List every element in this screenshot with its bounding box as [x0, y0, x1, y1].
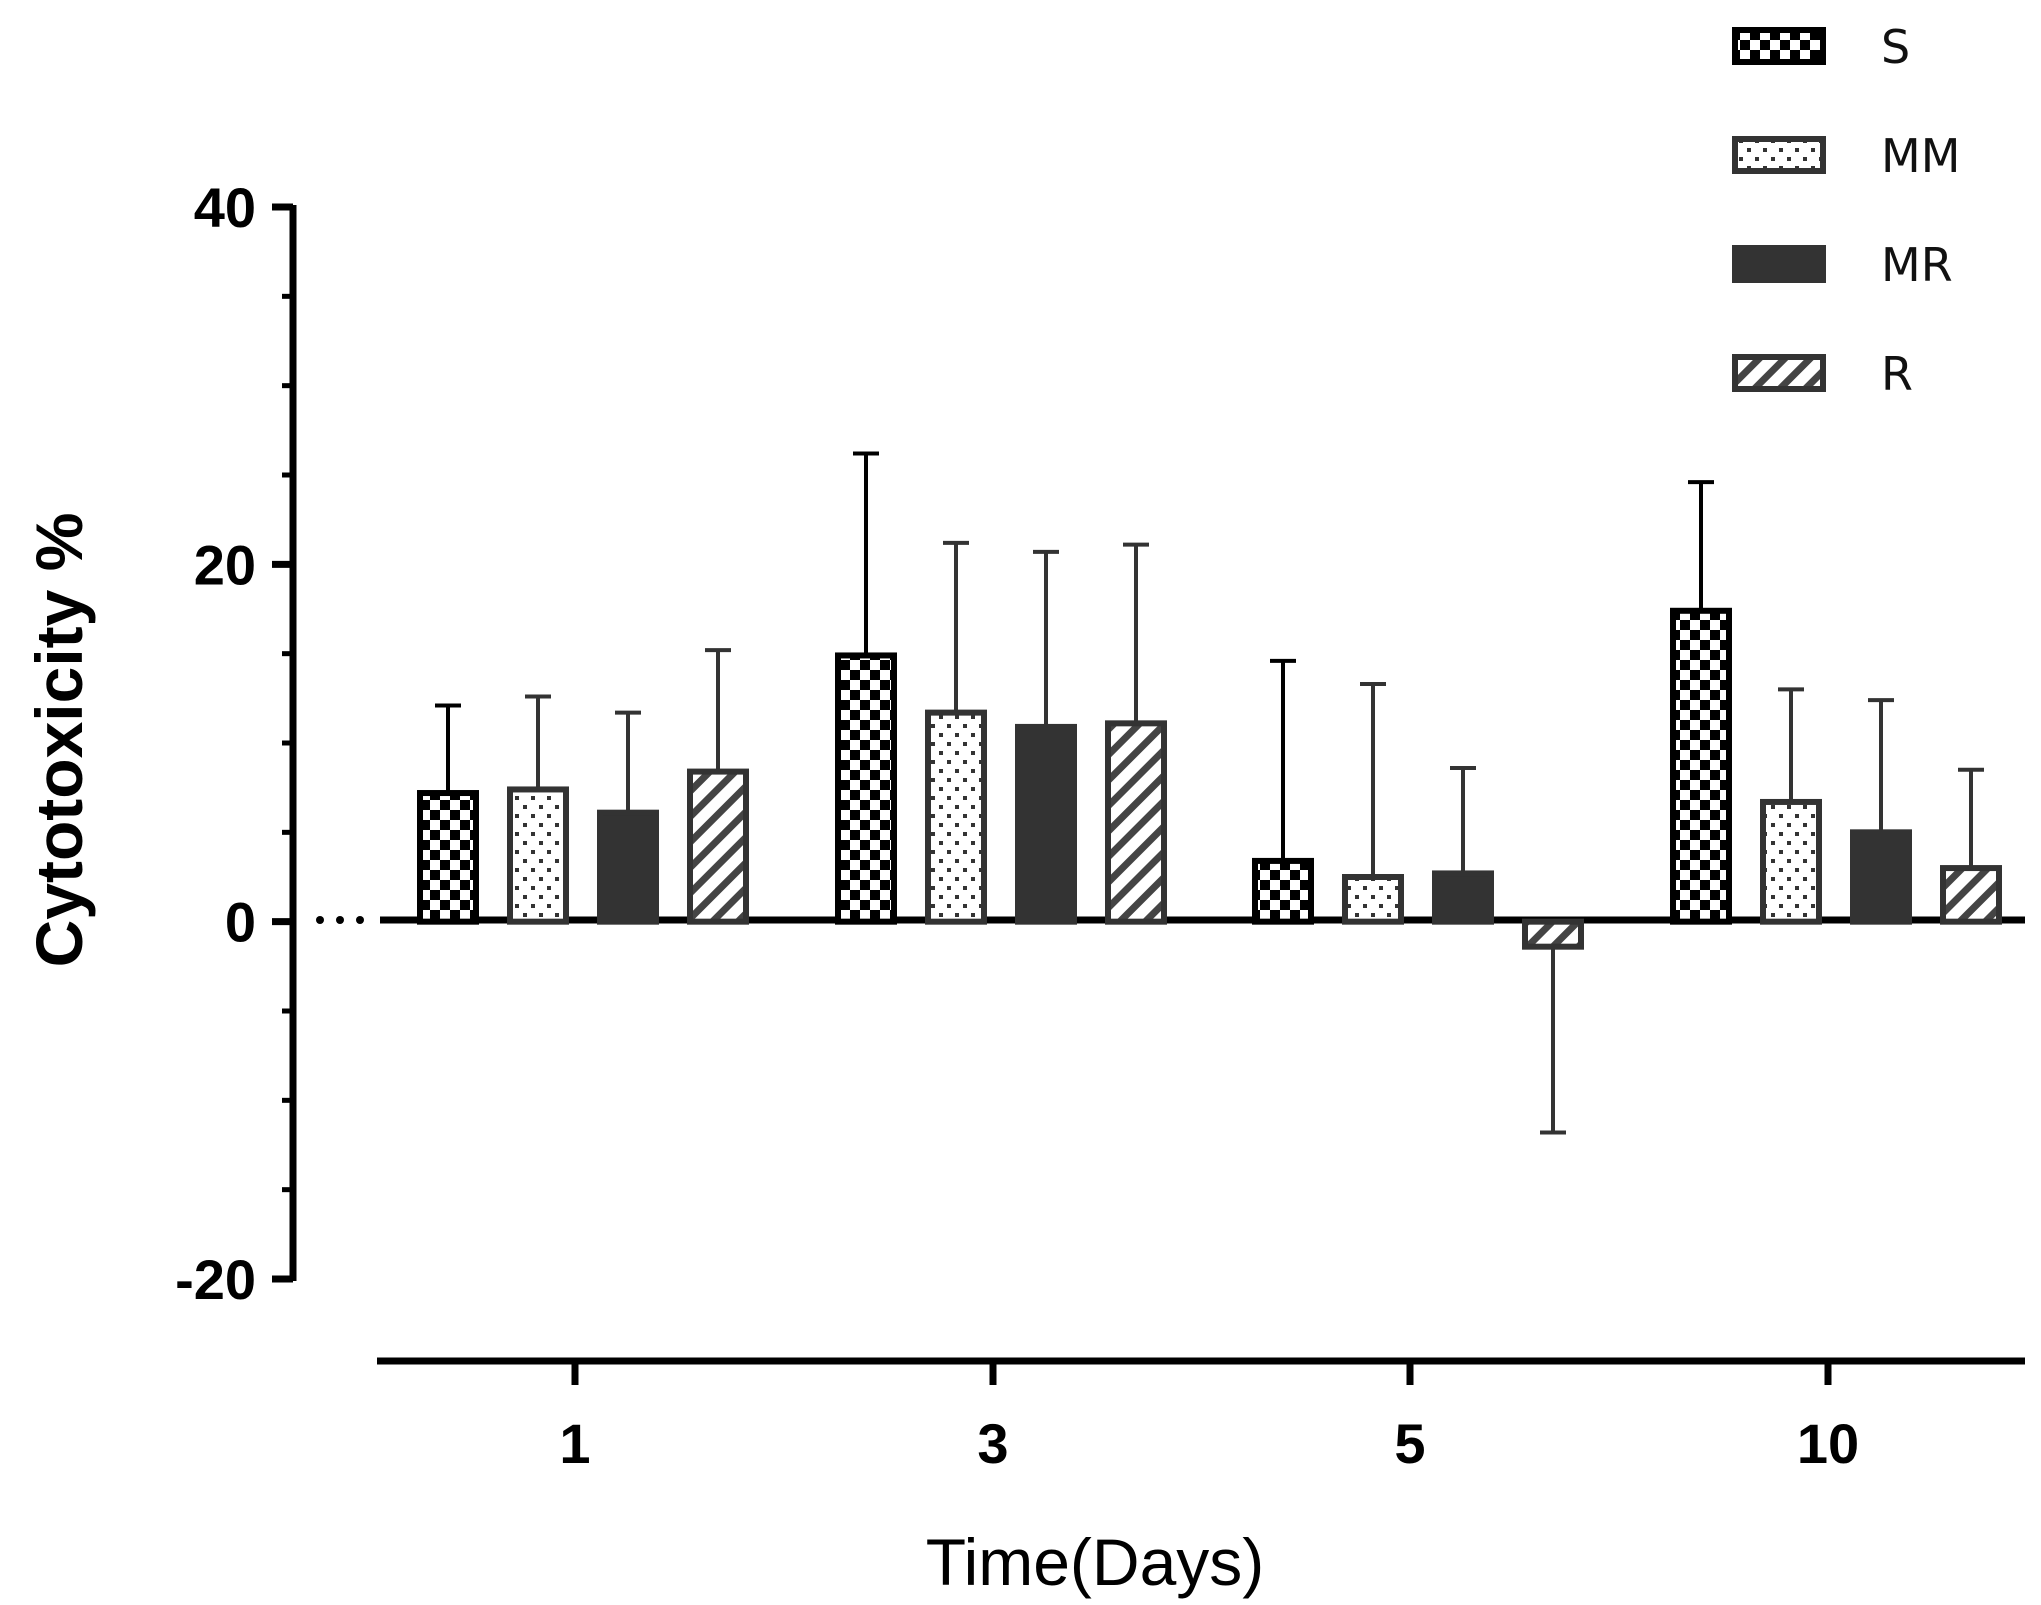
bar-mr-day-10: [1850, 829, 1912, 925]
x-axis-ticks: [571, 1361, 1832, 1385]
y-tick-label: 40: [194, 176, 256, 239]
bar-mm-day-5: [1342, 874, 1404, 925]
x-tick-label: 10: [1797, 1412, 1859, 1475]
y-axis-tick-labels: -20 0 20 40: [175, 176, 256, 1311]
bar-s-day-5: [1252, 857, 1314, 925]
error-bar-mr-day-5: [1450, 766, 1476, 874]
error-bar-mr-day-10: [1868, 698, 1894, 833]
legend-label-mm: MM: [1881, 129, 1960, 183]
x-tick-label: 1: [559, 1412, 590, 1475]
legend-label-mr: MR: [1881, 238, 1953, 292]
y-tick-label: 20: [194, 533, 256, 596]
error-bar-mm-day-3: [943, 540, 969, 713]
bar-s-day-10: [1670, 607, 1732, 925]
error-bar-r-day-5: [1540, 946, 1566, 1135]
legend-swatch-r: [1732, 354, 1826, 392]
baseline-dotted-extension: [316, 916, 364, 924]
bar-s-day-3: [835, 652, 897, 925]
bar-mm-day-10: [1760, 798, 1822, 925]
error-bar-mm-day-1: [525, 694, 551, 790]
error-bar-mr-day-1: [615, 710, 641, 813]
error-bar-mr-day-3: [1033, 549, 1059, 727]
error-bars: [435, 451, 1984, 1135]
error-bar-r-day-10: [1958, 767, 1984, 869]
error-bar-r-day-3: [1123, 542, 1149, 724]
bar-mm-day-1: [507, 786, 569, 925]
bars: [417, 607, 2002, 950]
error-bar-mm-day-5: [1360, 682, 1386, 877]
legend-swatch-mr: [1732, 245, 1826, 283]
bar-r-day-10: [1940, 865, 2002, 925]
legend-swatch-s: [1732, 27, 1826, 65]
bar-s-day-1: [417, 790, 479, 925]
x-tick-label: 3: [977, 1412, 1008, 1475]
y-tick-label: -20: [175, 1248, 256, 1311]
error-bar-s-day-5: [1270, 658, 1296, 861]
error-bar-mm-day-10: [1778, 687, 1804, 802]
x-axis-tick-labels: 1 3 5 10: [559, 1412, 1859, 1475]
legend-label-r: R: [1881, 347, 1913, 401]
legend: S MM MR R: [1732, 20, 1960, 401]
bar-mr-day-5: [1432, 870, 1494, 925]
y-axis-title: Cytotoxicity %: [22, 513, 96, 968]
x-axis-title: Time(Days): [926, 1525, 1265, 1599]
x-tick-label: 5: [1394, 1412, 1425, 1475]
error-bar-s-day-3: [853, 451, 879, 656]
bar-mr-day-3: [1015, 723, 1077, 925]
legend-swatch-mm: [1732, 136, 1826, 174]
y-axis-ticks: [272, 203, 293, 1283]
bar-mm-day-3: [925, 709, 987, 925]
legend-label-s: S: [1881, 20, 1910, 74]
bar-r-day-5: [1522, 918, 1584, 950]
bar-r-day-1: [687, 768, 749, 925]
y-tick-label: 0: [225, 891, 256, 954]
bar-mr-day-1: [597, 809, 659, 925]
error-bar-s-day-10: [1688, 480, 1714, 611]
bar-r-day-3: [1105, 720, 1167, 925]
error-bar-r-day-1: [705, 648, 731, 772]
error-bar-s-day-1: [435, 703, 461, 794]
